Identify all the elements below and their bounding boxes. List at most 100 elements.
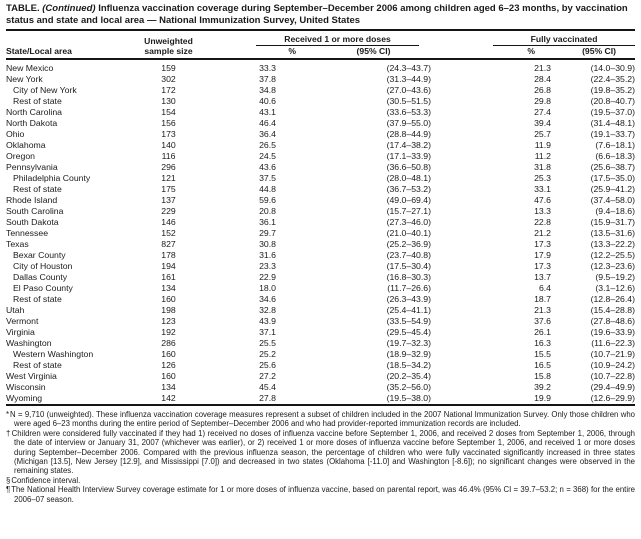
table-row: Virginia 192 37.1 (29.5–45.4) 26.1 (19.6… <box>6 327 635 338</box>
received-pct: 31.6 <box>259 250 276 260</box>
area-name: Oklahoma <box>6 140 46 150</box>
footnote: †Children were considered fully vaccinat… <box>6 429 635 476</box>
table-title-label: TABLE. <box>6 3 40 14</box>
header-fully-pct: % <box>431 46 552 60</box>
vaccination-coverage-table: Unweighted Received 1 or more doses Full… <box>6 31 636 406</box>
sample-size: 286 <box>161 338 176 348</box>
table-row: Texas 827 30.8 (25.2–36.9) 17.3 (13.3–22… <box>6 239 635 250</box>
received-pct: 44.8 <box>259 184 276 194</box>
received-ci: (28.0–48.1) <box>386 173 432 183</box>
fully-pct: 17.3 <box>534 261 552 271</box>
fully-pct: 26.8 <box>534 85 552 95</box>
area-name: Bexar County <box>13 250 66 260</box>
footnote-text: Children were considered fully vaccinate… <box>11 428 635 476</box>
sample-size: 302 <box>161 74 176 84</box>
received-ci: (17.5–30.4) <box>386 261 432 271</box>
sample-size: 160 <box>161 349 176 359</box>
fully-ci: (25.6–38.7) <box>590 162 636 172</box>
header-group-received-label: Received 1 or more doses <box>256 34 420 46</box>
header-row-groups: Unweighted Received 1 or more doses Full… <box>6 31 636 46</box>
table-row: North Carolina 154 43.1 (33.6–53.3) 27.4… <box>6 107 635 118</box>
received-pct: 22.9 <box>259 272 276 282</box>
received-ci: (19.7–32.3) <box>386 338 432 348</box>
received-pct: 40.6 <box>259 96 276 106</box>
received-pct: 27.2 <box>259 371 276 381</box>
fully-pct: 25.7 <box>534 129 552 139</box>
fully-pct: 6.4 <box>538 283 552 293</box>
area-name: Rest of state <box>13 360 62 370</box>
received-pct: 37.5 <box>259 173 276 183</box>
received-ci: (33.5–54.9) <box>386 316 432 326</box>
received-pct: 33.3 <box>259 63 276 73</box>
area-name: South Carolina <box>6 206 64 216</box>
area-name: North Carolina <box>6 107 63 117</box>
table-row: Philadelphia County 121 37.5 (28.0–48.1)… <box>6 173 635 184</box>
area-name: Tennessee <box>6 228 49 238</box>
footnote-text: Confidence interval. <box>11 475 81 485</box>
fully-ci: (9.5–19.2) <box>595 272 636 282</box>
area-name: South Dakota <box>6 217 59 227</box>
sample-size: 116 <box>161 151 176 161</box>
table-row: Rest of state 130 40.6 (30.5–51.5) 29.8 … <box>6 96 635 107</box>
received-ci: (29.5–45.4) <box>386 327 432 337</box>
fully-pct: 39.4 <box>534 118 552 128</box>
header-group-fully-label: Fully vaccinated <box>493 34 636 46</box>
fully-ci: (3.1–12.6) <box>595 283 636 293</box>
sample-size: 134 <box>161 283 176 293</box>
received-ci: (24.3–43.7) <box>386 63 432 73</box>
sample-size: 229 <box>161 206 176 216</box>
sample-size: 160 <box>161 371 176 381</box>
fully-ci: (13.5–31.6) <box>590 228 636 238</box>
area-name: Oregon <box>6 151 35 161</box>
received-ci: (28.8–44.9) <box>386 129 432 139</box>
received-ci: (27.0–43.6) <box>386 85 432 95</box>
sample-size: 121 <box>161 173 176 183</box>
area-name: West Virginia <box>6 371 57 381</box>
footnote-text: N = 9,710 (unweighted). These influenza … <box>10 410 635 429</box>
table-row: Oklahoma 140 26.5 (17.4–38.2) 11.9 (7.6–… <box>6 140 635 151</box>
received-pct: 20.8 <box>259 206 276 216</box>
header-received-ci: (95% CI) <box>296 46 432 60</box>
area-name: El Paso County <box>13 283 73 293</box>
table-row: Western Washington 160 25.2 (18.9–32.9) … <box>6 349 635 360</box>
table-row: Washington 286 25.5 (19.7–32.3) 16.3 (11… <box>6 338 635 349</box>
table-row: New York 302 37.8 (31.3–44.9) 28.4 (22.4… <box>6 74 635 85</box>
received-ci: (36.6–50.8) <box>386 162 432 172</box>
footnote-marker: † <box>6 428 11 438</box>
fully-ci: (7.6–18.1) <box>595 140 636 150</box>
fully-ci: (22.4–35.2) <box>590 74 636 84</box>
table-row: Rhode Island 137 59.6 (49.0–69.4) 47.6 (… <box>6 195 635 206</box>
fully-pct: 13.7 <box>534 272 552 282</box>
received-pct: 34.6 <box>259 294 276 304</box>
area-name: Texas <box>6 239 29 249</box>
received-pct: 32.8 <box>259 305 276 315</box>
received-pct: 36.1 <box>259 217 276 227</box>
received-ci: (30.5–51.5) <box>386 96 432 106</box>
footnote: ¶The National Health Interview Survey co… <box>6 485 635 504</box>
received-ci: (23.7–40.8) <box>386 250 432 260</box>
table-header: Unweighted Received 1 or more doses Full… <box>6 31 636 60</box>
received-ci: (18.9–32.9) <box>386 349 432 359</box>
received-pct: 43.6 <box>259 162 276 172</box>
received-pct: 37.8 <box>259 74 276 84</box>
received-pct: 26.5 <box>259 140 276 150</box>
received-ci: (37.9–55.0) <box>386 118 432 128</box>
header-spacer <box>6 31 131 46</box>
table-title: TABLE. (Continued) Influenza vaccination… <box>6 3 635 31</box>
received-ci: (21.0–40.1) <box>386 228 432 238</box>
table-row: New Mexico 159 33.3 (24.3–43.7) 21.3 (14… <box>6 59 635 74</box>
table-title-continued: (Continued) <box>42 3 96 14</box>
header-row-columns: State/Local area sample size % (95% CI) … <box>6 46 636 60</box>
fully-ci: (12.6–29.9) <box>590 393 636 403</box>
fully-ci: (12.8–26.4) <box>590 294 636 304</box>
fully-pct: 27.4 <box>534 107 552 117</box>
table-row: Ohio 173 36.4 (28.8–44.9) 25.7 (19.1–33.… <box>6 129 635 140</box>
area-name: Rest of state <box>13 294 62 304</box>
fully-pct: 33.1 <box>534 184 552 194</box>
fully-ci: (19.8–35.2) <box>590 85 636 95</box>
fully-ci: (13.3–22.2) <box>590 239 636 249</box>
footnote-marker: ¶ <box>6 485 11 495</box>
fully-ci: (27.8–48.6) <box>590 316 636 326</box>
received-ci: (11.7–26.6) <box>387 283 432 293</box>
